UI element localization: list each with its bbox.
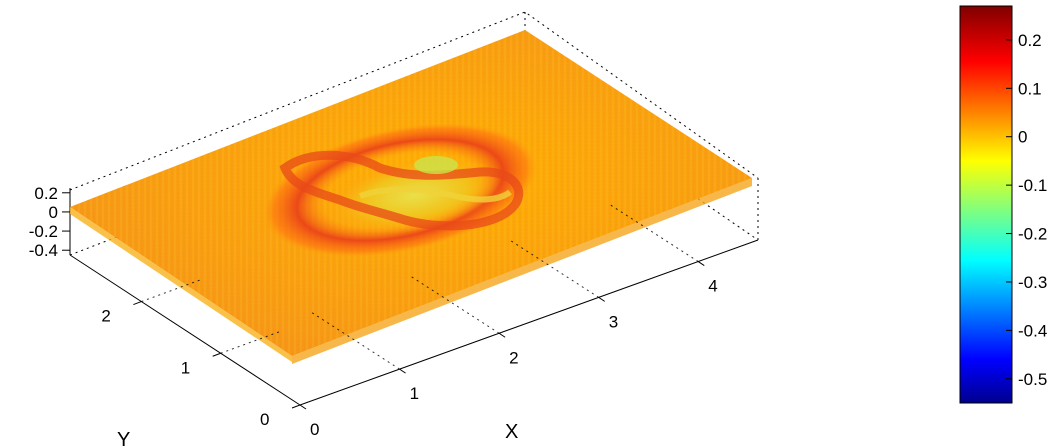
z-tick-label: 0 <box>49 203 58 222</box>
y-tick-label: 1 <box>181 358 190 377</box>
feature-ridge <box>279 150 524 231</box>
x-tick-mark <box>598 296 605 302</box>
x-tick-label: 4 <box>708 277 717 296</box>
x-tick-mark <box>299 404 307 410</box>
x-tick-mark <box>399 368 406 374</box>
surface-right-fringe <box>292 178 752 364</box>
y-tick-label: 0 <box>260 410 269 429</box>
colorbar: 0.2 0.1 0 -0.1 -0.2 -0.3 -0.4 -0.5 <box>959 5 1047 404</box>
z-tick-label: 0.2 <box>34 184 58 203</box>
y-axis-label: Y <box>117 429 130 448</box>
feature-inner-shadow <box>359 186 512 203</box>
colorbar-tick-label: -0.3 <box>1018 273 1047 292</box>
y-grid-dotted <box>220 330 281 354</box>
x-axis-label: X <box>505 421 518 443</box>
y-tick-label: 2 <box>101 307 110 326</box>
box-edge-back-top <box>69 11 759 191</box>
z-axis-ticks: 0.20-0.2-0.4 <box>29 184 70 260</box>
y-tick-mark <box>133 301 142 306</box>
x-tick-mark <box>498 332 506 338</box>
colorbar-tick-label: 0 <box>1018 128 1027 147</box>
y-tick-mark <box>291 404 301 409</box>
surface-front-fringe <box>70 207 292 362</box>
z-tick-label: -0.4 <box>29 241 58 260</box>
colorbar-ticks: 0.2 0.1 0 -0.1 -0.2 -0.3 -0.4 -0.5 <box>1006 31 1047 389</box>
colorbar-tick-label: 0.1 <box>1018 79 1042 98</box>
colorbar-tick-label: -0.1 <box>1018 176 1047 195</box>
y-tick-mark <box>212 352 221 357</box>
z-tick-label: -0.2 <box>29 222 58 241</box>
feature-center-dip <box>414 156 458 174</box>
y-axis-line <box>69 254 301 406</box>
axes-box <box>69 11 759 406</box>
colorbar-tick-label: -0.5 <box>1018 370 1047 389</box>
colorbar-tick-label: -0.4 <box>1018 321 1047 340</box>
x-axis-line <box>299 239 759 406</box>
y-grid-dotted <box>141 279 202 303</box>
x-tick-label: 0 <box>310 420 319 439</box>
x-axis-ticks: 0 1 2 3 4 <box>299 203 718 439</box>
x-tick-label: 1 <box>410 384 419 403</box>
y-axis-ticks: 0 1 2 <box>101 279 301 429</box>
surface <box>70 30 752 364</box>
box-inner-dotted-2 <box>524 79 759 241</box>
x-tick-label: 2 <box>509 348 518 367</box>
colorbar-gradient <box>959 5 1013 404</box>
x-tick-mark <box>697 261 705 266</box>
colorbar-tick-label: 0.2 <box>1018 31 1042 50</box>
x-tick-label: 3 <box>609 312 618 331</box>
colorbar-tick-label: -0.2 <box>1018 225 1047 244</box>
